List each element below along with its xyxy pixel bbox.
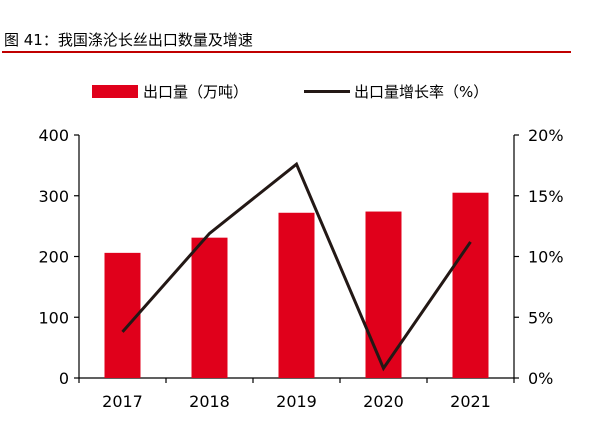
y-left-tick-label: 0 xyxy=(59,369,69,388)
title-divider xyxy=(2,51,571,53)
bar-series xyxy=(104,192,489,378)
y-left-tick-label: 200 xyxy=(38,248,69,267)
bar-2019 xyxy=(278,212,315,378)
tick-labels: 0 100 200 300 400 0% 5% 10% 15% 20% 2017 2018 2019 20… xyxy=(38,126,563,411)
legend-label-bar: 出口量（万吨） xyxy=(143,83,248,101)
legend-label-line: 出口量增长率（%） xyxy=(354,83,488,101)
y-left-tick-label: 400 xyxy=(38,126,69,145)
bar-2017 xyxy=(104,252,141,378)
y-right-tick-label: 10% xyxy=(528,248,564,267)
legend: 出口量（万吨） 出口量增长率（%） xyxy=(92,83,488,101)
x-tick-label: 2017 xyxy=(102,392,143,411)
x-tick-label: 2021 xyxy=(450,392,491,411)
bar-2018 xyxy=(191,237,228,378)
y-right-tick-label: 0% xyxy=(528,369,553,388)
legend-swatch-bar xyxy=(92,85,138,98)
bar-2020 xyxy=(365,211,402,378)
y-left-tick-label: 300 xyxy=(38,187,69,206)
x-tick-label: 2018 xyxy=(189,392,230,411)
y-left-tick-label: 100 xyxy=(38,308,69,327)
y-right-tick-label: 5% xyxy=(528,308,553,327)
line-series xyxy=(121,161,472,372)
bar-2021 xyxy=(452,192,489,378)
y-right-tick-label: 15% xyxy=(528,187,564,206)
x-tick-label: 2020 xyxy=(363,392,404,411)
figure-title: 图 41：我国涤沦长丝出口数量及增速 xyxy=(4,31,253,49)
x-tick-label: 2019 xyxy=(276,392,317,411)
y-right-tick-label: 20% xyxy=(528,126,564,145)
